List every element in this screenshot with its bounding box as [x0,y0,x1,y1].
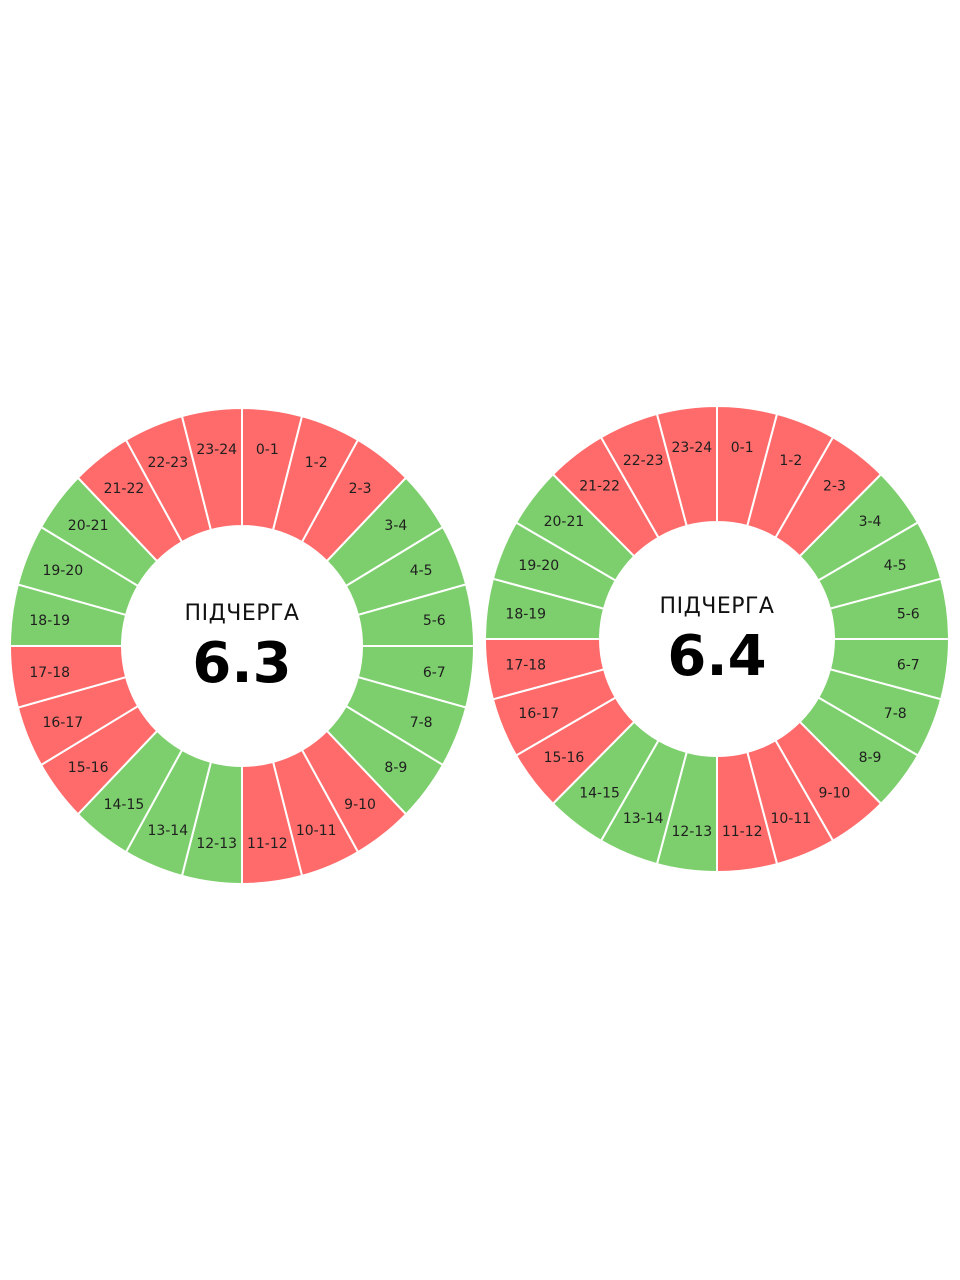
segment-label-21-22: 21-22 [104,481,145,497]
segment-label-10-11: 10-11 [296,823,337,839]
segment-label-12-13: 12-13 [671,824,712,840]
segment-label-15-16: 15-16 [544,750,585,766]
center-caption: ПІДЧЕРГА [185,601,300,626]
segment-label-2-3: 2-3 [349,481,372,497]
segment-label-13-14: 13-14 [623,811,664,827]
schedule-donut-6-3: 0-1 1-2 2-3 3-4 4-5 5-6 6-7 7-8 8-9 9-10 10-11 11-1… [8,406,476,886]
segment-label-12-13: 12-13 [196,836,237,852]
segment-label-11-12: 11-12 [722,824,763,840]
segment-label-22-23: 22-23 [623,453,664,469]
segment-label-23-24: 23-24 [196,442,237,458]
segment-label-1-2: 1-2 [779,453,802,469]
center-caption: ПІДЧЕРГА [660,594,775,619]
segment-label-11-12: 11-12 [247,836,288,852]
segment-label-3-4: 3-4 [384,518,407,534]
segment-label-23-24: 23-24 [671,440,712,456]
segment-label-18-19: 18-19 [505,607,546,623]
center-value: 6.4 [667,624,766,689]
segment-label-6-7: 6-7 [423,665,446,681]
segment-label-22-23: 22-23 [147,455,188,471]
segment-label-4-5: 4-5 [884,558,907,574]
segment-label-16-17: 16-17 [518,706,559,722]
segment-label-7-8: 7-8 [410,715,433,731]
segment-label-0-1: 0-1 [256,442,279,458]
segment-label-20-21: 20-21 [544,514,585,530]
segment-label-2-3: 2-3 [823,478,846,494]
segment-label-10-11: 10-11 [770,811,811,827]
schedule-donut-6-4: 0-1 1-2 2-3 3-4 4-5 5-6 6-7 7-8 8-9 9-10 10-11 11-1… [483,404,951,874]
segment-label-1-2: 1-2 [305,455,328,471]
center-value: 6.3 [192,631,291,696]
segment-label-21-22: 21-22 [579,478,620,494]
segment-label-5-6: 5-6 [423,613,446,629]
segment-label-15-16: 15-16 [68,760,109,776]
segment-label-8-9: 8-9 [859,750,882,766]
segment-23-24 [655,404,718,528]
segments-6-3: 0-1 1-2 2-3 3-4 4-5 5-6 6-7 7-8 8-9 9-10 10-11 11-1… [8,406,476,886]
segment-label-3-4: 3-4 [859,514,882,530]
segment-label-16-17: 16-17 [42,715,83,731]
segment-label-19-20: 19-20 [518,558,559,574]
segment-label-17-18: 17-18 [505,657,546,673]
segment-label-19-20: 19-20 [42,563,83,579]
segment-label-8-9: 8-9 [384,760,407,776]
segment-23-24 [180,406,243,532]
segment-label-20-21: 20-21 [68,518,109,534]
segment-label-6-7: 6-7 [897,657,920,673]
segment-label-17-18: 17-18 [29,665,70,681]
segment-label-4-5: 4-5 [410,563,433,579]
segment-label-9-10: 9-10 [344,797,376,813]
segment-label-18-19: 18-19 [29,613,70,629]
segment-label-14-15: 14-15 [579,786,620,802]
segment-label-13-14: 13-14 [147,823,188,839]
segment-label-7-8: 7-8 [884,706,907,722]
segment-label-0-1: 0-1 [731,440,754,456]
segments-6-4: 0-1 1-2 2-3 3-4 4-5 5-6 6-7 7-8 8-9 9-10 10-11 11-1… [483,404,951,874]
segment-label-14-15: 14-15 [104,797,145,813]
segment-label-5-6: 5-6 [897,607,920,623]
segment-label-9-10: 9-10 [819,786,851,802]
